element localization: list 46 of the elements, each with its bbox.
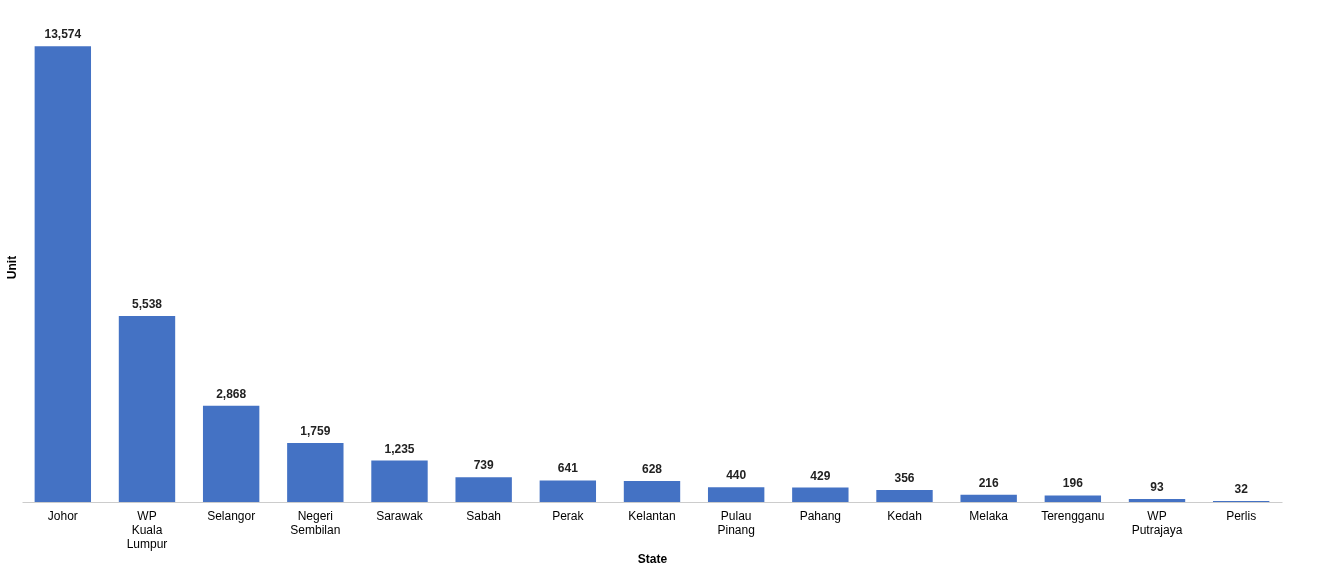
- bar: [623, 480, 681, 502]
- x-tick-label: Perak: [552, 508, 585, 523]
- x-tick-label: Selangor: [207, 508, 256, 523]
- data-label: 356: [894, 471, 915, 486]
- data-label: 32: [1234, 481, 1249, 496]
- bar: [202, 405, 260, 502]
- bar: [34, 46, 92, 502]
- x-tick-label: Sarawak: [376, 508, 424, 523]
- data-label: 2,868: [216, 386, 247, 401]
- data-label: 628: [641, 461, 663, 476]
- x-tick-label: Kedah: [887, 508, 922, 523]
- bar: [792, 487, 849, 502]
- data-label: 196: [1062, 476, 1084, 491]
- bar: [455, 477, 512, 502]
- data-label: 93: [1150, 479, 1164, 494]
- data-label: 13,574: [44, 27, 82, 42]
- bar: [1128, 498, 1186, 502]
- bar: [371, 460, 428, 502]
- data-label: 641: [557, 461, 579, 476]
- data-label: 5,538: [131, 297, 163, 312]
- x-tick-label: Sabah: [466, 508, 502, 523]
- bar: [118, 316, 176, 502]
- x-tick-label: Terengganu: [1041, 508, 1105, 523]
- x-tick-label: Kelantan: [628, 508, 676, 523]
- data-label: 216: [978, 475, 1000, 490]
- data-label: 429: [810, 468, 831, 483]
- bar: [707, 487, 765, 502]
- x-tick-label: WP Kuala Lumpur: [126, 508, 168, 551]
- bar: [960, 494, 1017, 502]
- y-axis-title: Unit: [4, 255, 19, 280]
- x-axis-title: State: [637, 551, 668, 566]
- x-tick-label: Pahang: [799, 508, 842, 523]
- x-tick-label: Melaka: [969, 508, 1009, 523]
- x-tick-label: Johor: [47, 508, 78, 523]
- data-label: 739: [473, 458, 494, 473]
- data-label: 1,235: [384, 441, 415, 456]
- x-tick-label: Pulau Pinang: [717, 508, 755, 537]
- x-tick-label: Negeri Sembilan: [290, 508, 341, 537]
- data-label: 440: [726, 468, 747, 483]
- bar: [1044, 495, 1102, 502]
- x-tick-label: Perlis: [1226, 508, 1257, 523]
- x-tick-label: WP Putrajaya: [1131, 508, 1183, 537]
- bar: [539, 480, 597, 502]
- bar: [287, 442, 344, 502]
- bar: [876, 490, 933, 502]
- data-label: 1,759: [300, 423, 331, 438]
